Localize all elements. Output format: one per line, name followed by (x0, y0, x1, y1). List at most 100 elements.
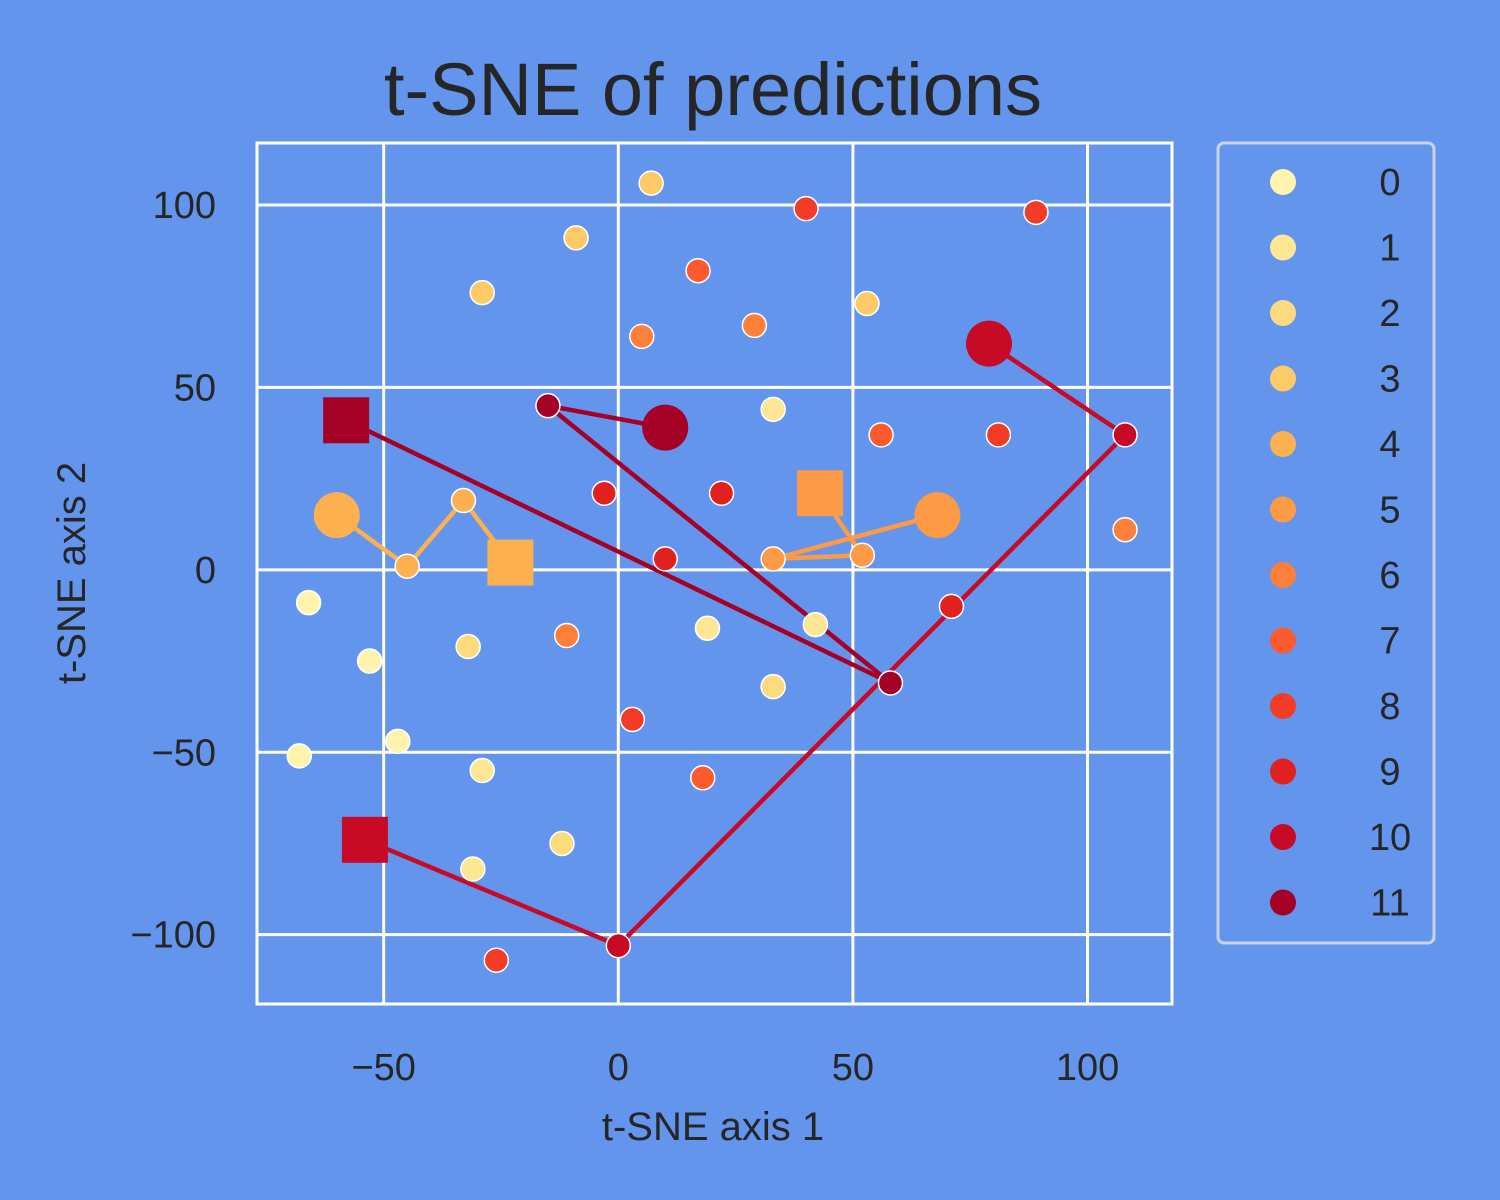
trajectory-line (345, 403, 893, 686)
legend-marker (1270, 758, 1296, 785)
plot-frame (255, 141, 1174, 1006)
legend-marker (1270, 627, 1296, 654)
data-point (690, 765, 716, 791)
data-point (638, 170, 664, 196)
chart-title: t-SNE of predictions (384, 48, 1042, 131)
y-tick-label: −100 (130, 915, 216, 957)
data-point (450, 487, 477, 514)
path-endpoint-markers (313, 320, 1012, 863)
data-point (877, 670, 904, 696)
legend-marker (1270, 562, 1296, 588)
path-start-marker (642, 404, 689, 451)
path-start-marker (313, 492, 360, 539)
legend-label: 4 (1379, 424, 1400, 466)
data-point (460, 856, 486, 882)
legend-label: 8 (1379, 686, 1400, 728)
legend-marker (1270, 889, 1296, 916)
data-point (563, 225, 589, 251)
legend-item: 11 (1270, 883, 1410, 925)
legend-items: 0 1 2 3 4 5 6 7 8 9 10 11 (1270, 162, 1411, 925)
x-axis-label: t-SNE axis 1 (602, 1105, 824, 1149)
data-point (760, 673, 786, 700)
legend-label: 0 (1379, 162, 1400, 204)
trajectory-line (364, 341, 1128, 948)
legend-item: 2 (1270, 293, 1401, 335)
legend-item: 6 (1270, 555, 1401, 597)
data-point (1112, 516, 1138, 543)
data-point (591, 480, 617, 506)
data-point (802, 611, 829, 638)
scatter-points (286, 170, 1138, 973)
data-point (394, 553, 420, 579)
legend-label: 2 (1379, 293, 1400, 335)
path-end-marker (487, 539, 534, 586)
x-tick-label: −50 (351, 1047, 415, 1089)
data-point (286, 743, 312, 769)
data-point (483, 947, 510, 973)
x-tick-label: 0 (608, 1047, 629, 1089)
data-point (549, 830, 575, 857)
data-point (694, 615, 721, 641)
legend-label: 5 (1379, 490, 1400, 532)
path-end-marker (323, 397, 370, 444)
y-tick-label: −50 (152, 732, 216, 774)
legend-item: 0 (1270, 162, 1401, 204)
y-tick-label: 50 (174, 367, 216, 409)
data-point (385, 728, 411, 755)
data-point (469, 757, 495, 784)
y-axis-ticks: −100 −50 0 50 100 (130, 185, 216, 957)
legend-item: 1 (1270, 228, 1401, 270)
data-point (985, 422, 1012, 448)
legend-frame (1216, 141, 1436, 945)
path-end-marker (341, 816, 388, 863)
y-tick-label: 100 (153, 185, 216, 227)
legend-label: 1 (1379, 228, 1400, 270)
legend-label: 11 (1370, 883, 1409, 925)
data-point (652, 546, 678, 572)
data-point (605, 932, 632, 959)
legend-item: 10 (1270, 817, 1411, 859)
legend-item: 4 (1270, 424, 1401, 466)
data-point (793, 195, 819, 222)
y-tick-label: 0 (195, 550, 216, 592)
legend-label: 9 (1379, 752, 1400, 794)
legend-marker (1270, 234, 1296, 261)
legend-marker (1270, 365, 1296, 392)
data-point (1023, 199, 1049, 226)
path-end-marker (797, 470, 844, 517)
data-point (469, 279, 495, 306)
y-axis-label: t-SNE axis 2 (50, 462, 94, 684)
legend-label: 3 (1379, 359, 1400, 401)
data-point (553, 622, 580, 649)
data-point (295, 589, 322, 616)
data-point (854, 290, 880, 317)
legend-label: 6 (1379, 555, 1400, 597)
data-point (535, 392, 561, 419)
x-tick-label: 100 (1056, 1047, 1119, 1089)
plot-area (255, 141, 1174, 1006)
data-point (760, 546, 786, 572)
data-point (1112, 422, 1138, 448)
x-axis-ticks: −50 0 50 100 (351, 1047, 1119, 1089)
legend-label: 7 (1379, 621, 1400, 663)
legend-marker (1270, 693, 1296, 719)
legend-item: 8 (1270, 686, 1401, 728)
legend-item: 7 (1270, 621, 1401, 663)
data-point (868, 422, 894, 448)
data-point (741, 312, 768, 339)
legend-label: 10 (1369, 817, 1411, 859)
trajectory-line (770, 491, 938, 562)
data-point (356, 648, 383, 674)
data-point (685, 257, 711, 284)
data-point (455, 633, 481, 660)
legend: 0 1 2 3 4 5 6 7 8 9 10 11 (1216, 141, 1436, 945)
legend-item: 9 (1270, 752, 1401, 794)
grid-lines (257, 143, 1172, 1004)
data-point (849, 542, 876, 569)
data-point (708, 480, 735, 506)
path-start-marker (966, 320, 1012, 367)
data-point (760, 396, 786, 423)
legend-marker (1270, 824, 1296, 850)
legend-marker (1270, 431, 1296, 457)
